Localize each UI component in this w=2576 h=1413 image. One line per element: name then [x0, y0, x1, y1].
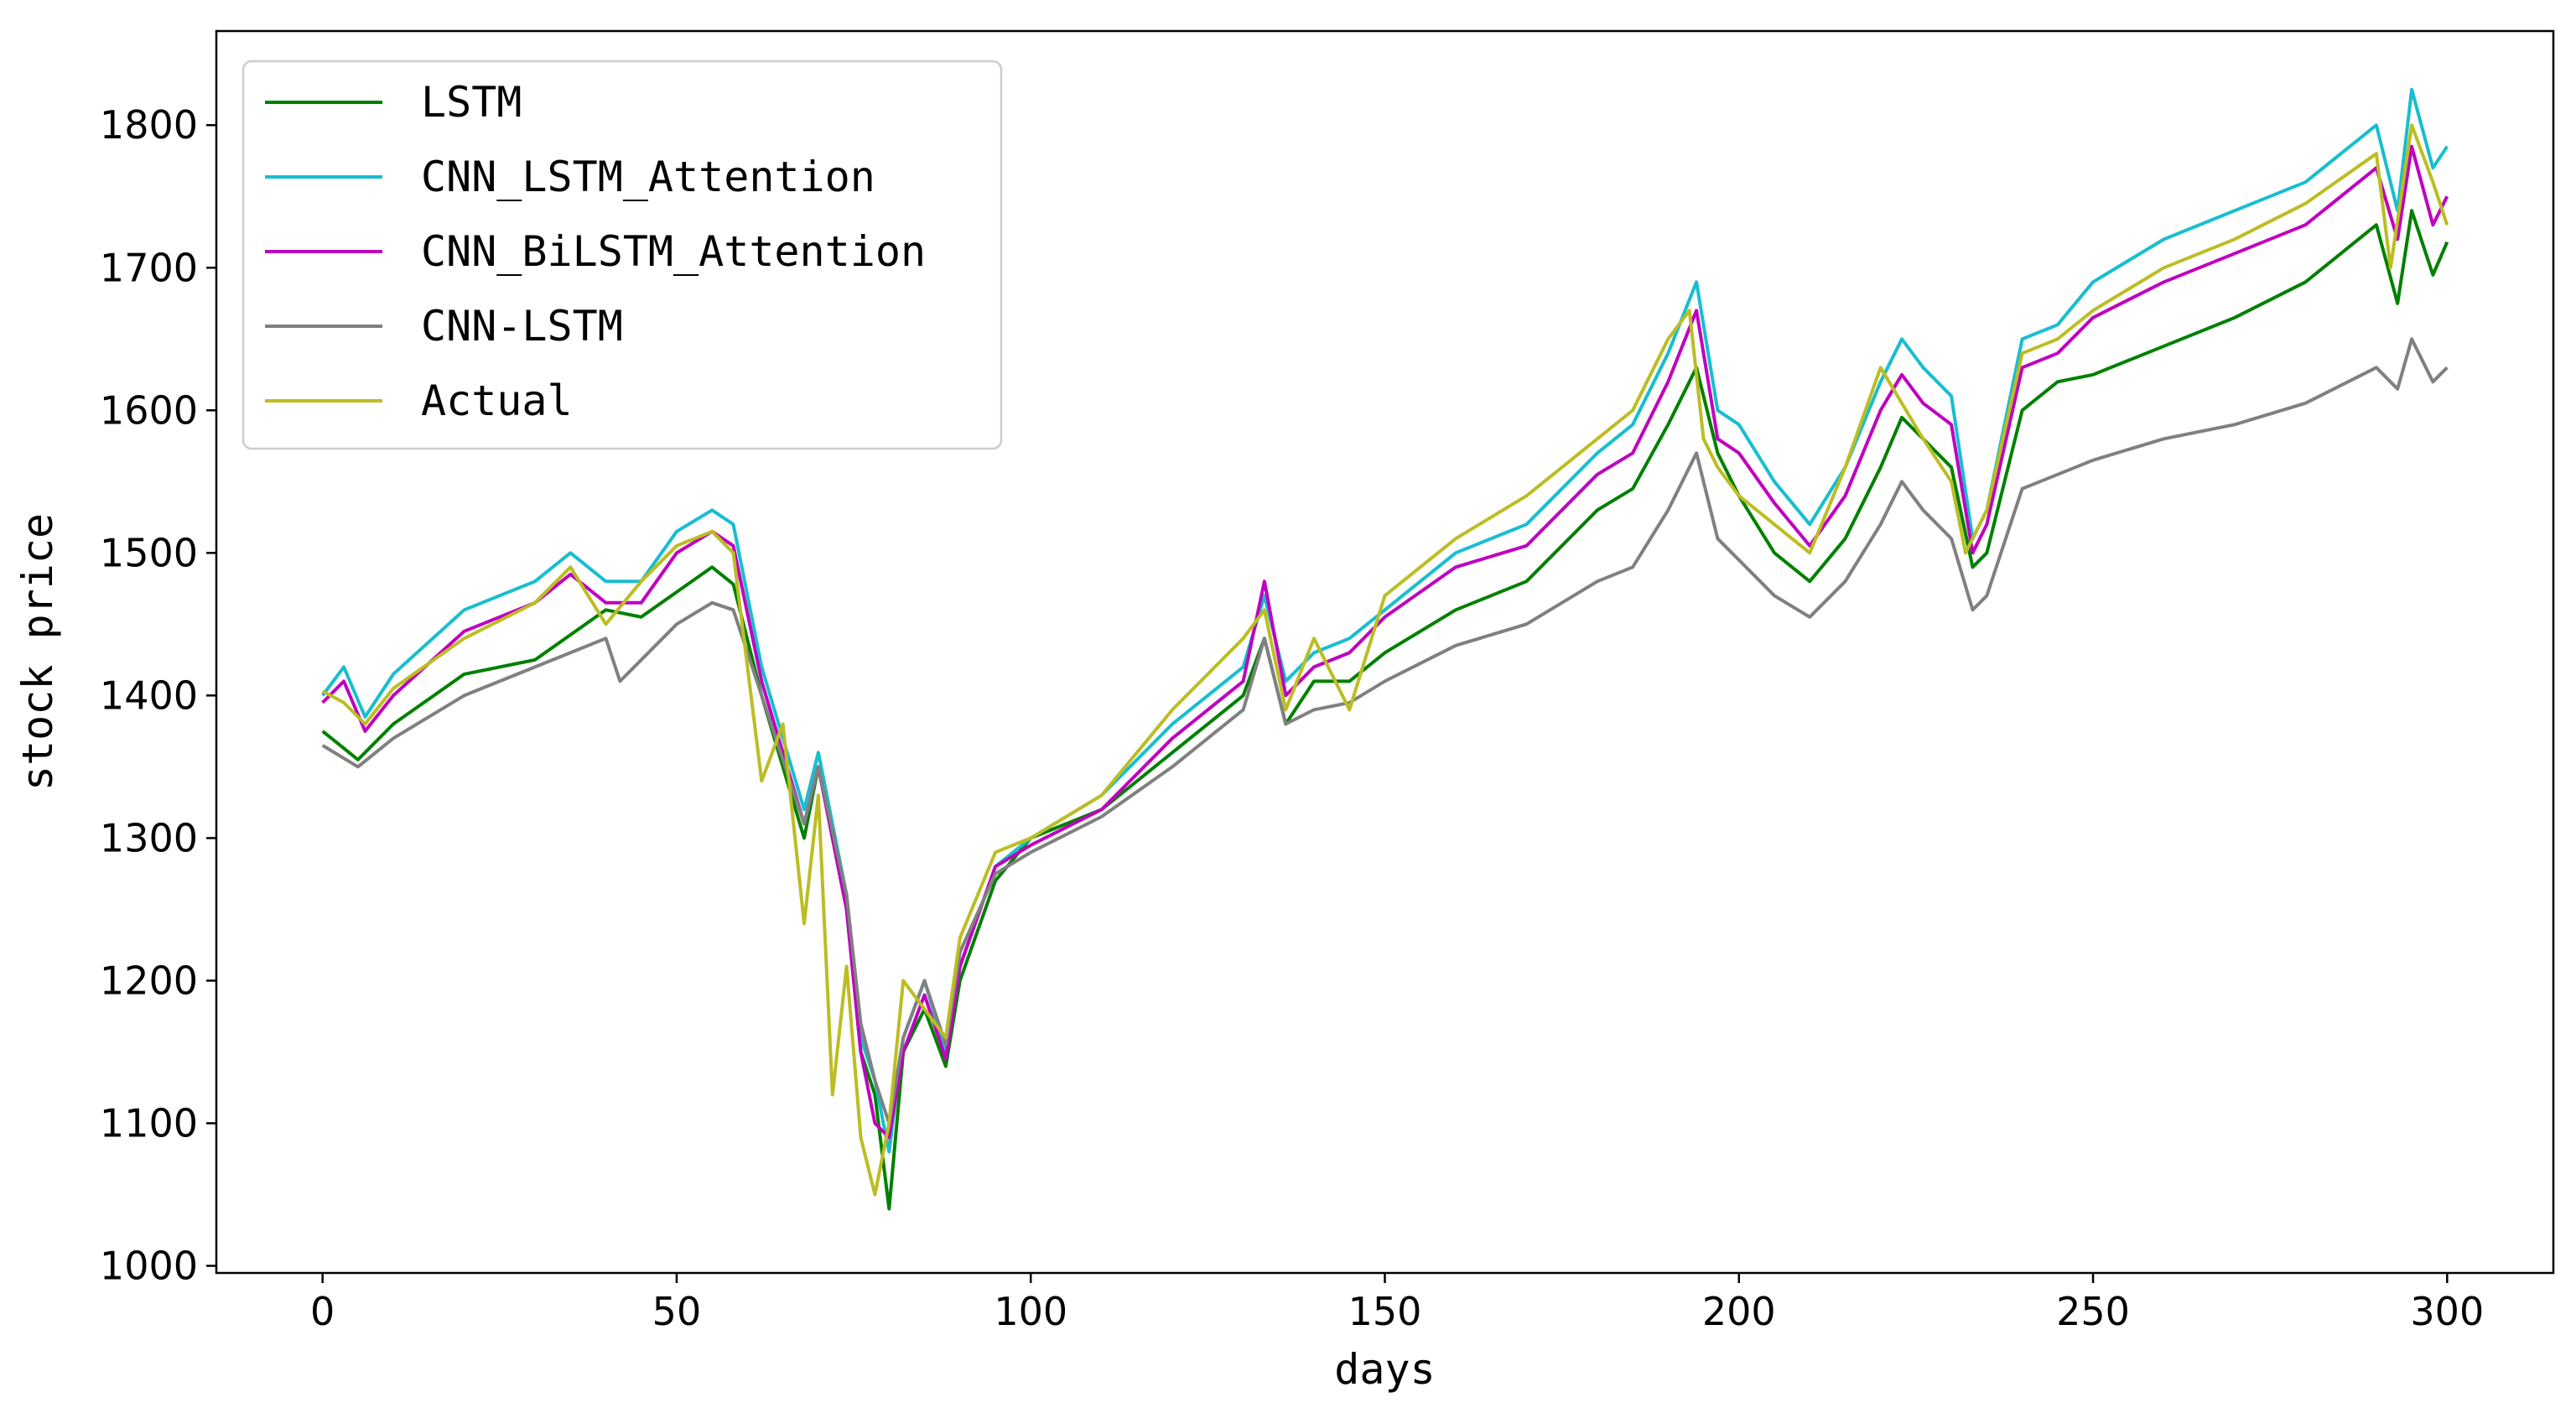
x-tick-label: 100: [994, 1289, 1067, 1334]
y-tick-label: 1300: [100, 815, 198, 860]
x-tick-label: 0: [310, 1289, 335, 1334]
legend-box: [242, 60, 1003, 450]
y-tick-label: 1600: [100, 387, 198, 433]
x-tick-label: 200: [1702, 1289, 1776, 1334]
legend: LSTM CNN_LSTM_Attention CNN_BiLSTM_Attenti…: [242, 60, 1003, 450]
series-line-4: [321, 123, 2449, 1197]
y-tick-label: 1400: [100, 673, 198, 718]
axis-ticks: 0 50 100 150 200 250 300 1000 1100 1200 1300 1400 15…: [100, 102, 2484, 1334]
y-tick-label: 1000: [100, 1243, 198, 1288]
legend-label: CNN-LSTM: [421, 302, 623, 351]
x-axis-label: days: [1334, 1345, 1435, 1394]
x-tick-label: 300: [2410, 1289, 2484, 1334]
legend-label: CNN_LSTM_Attention: [421, 153, 875, 201]
legend-label: CNN_BiLSTM_Attention: [421, 227, 926, 276]
x-tick-label: 50: [652, 1289, 702, 1334]
x-tick-label: 250: [2056, 1289, 2130, 1334]
legend-label: LSTM: [421, 78, 522, 127]
x-tick-label: 150: [1348, 1289, 1422, 1334]
data-series: [321, 87, 2449, 1211]
y-axis-label: stock price: [13, 513, 62, 791]
y-tick-label: 1500: [100, 530, 198, 575]
y-tick-label: 1800: [100, 102, 198, 148]
y-tick-label: 1700: [100, 245, 198, 290]
y-tick-label: 1200: [100, 958, 198, 1003]
series-line-3: [321, 337, 2449, 1125]
legend-label: Actual: [421, 377, 573, 425]
y-tick-label: 1100: [100, 1100, 198, 1145]
series-line-1: [321, 87, 2449, 1154]
